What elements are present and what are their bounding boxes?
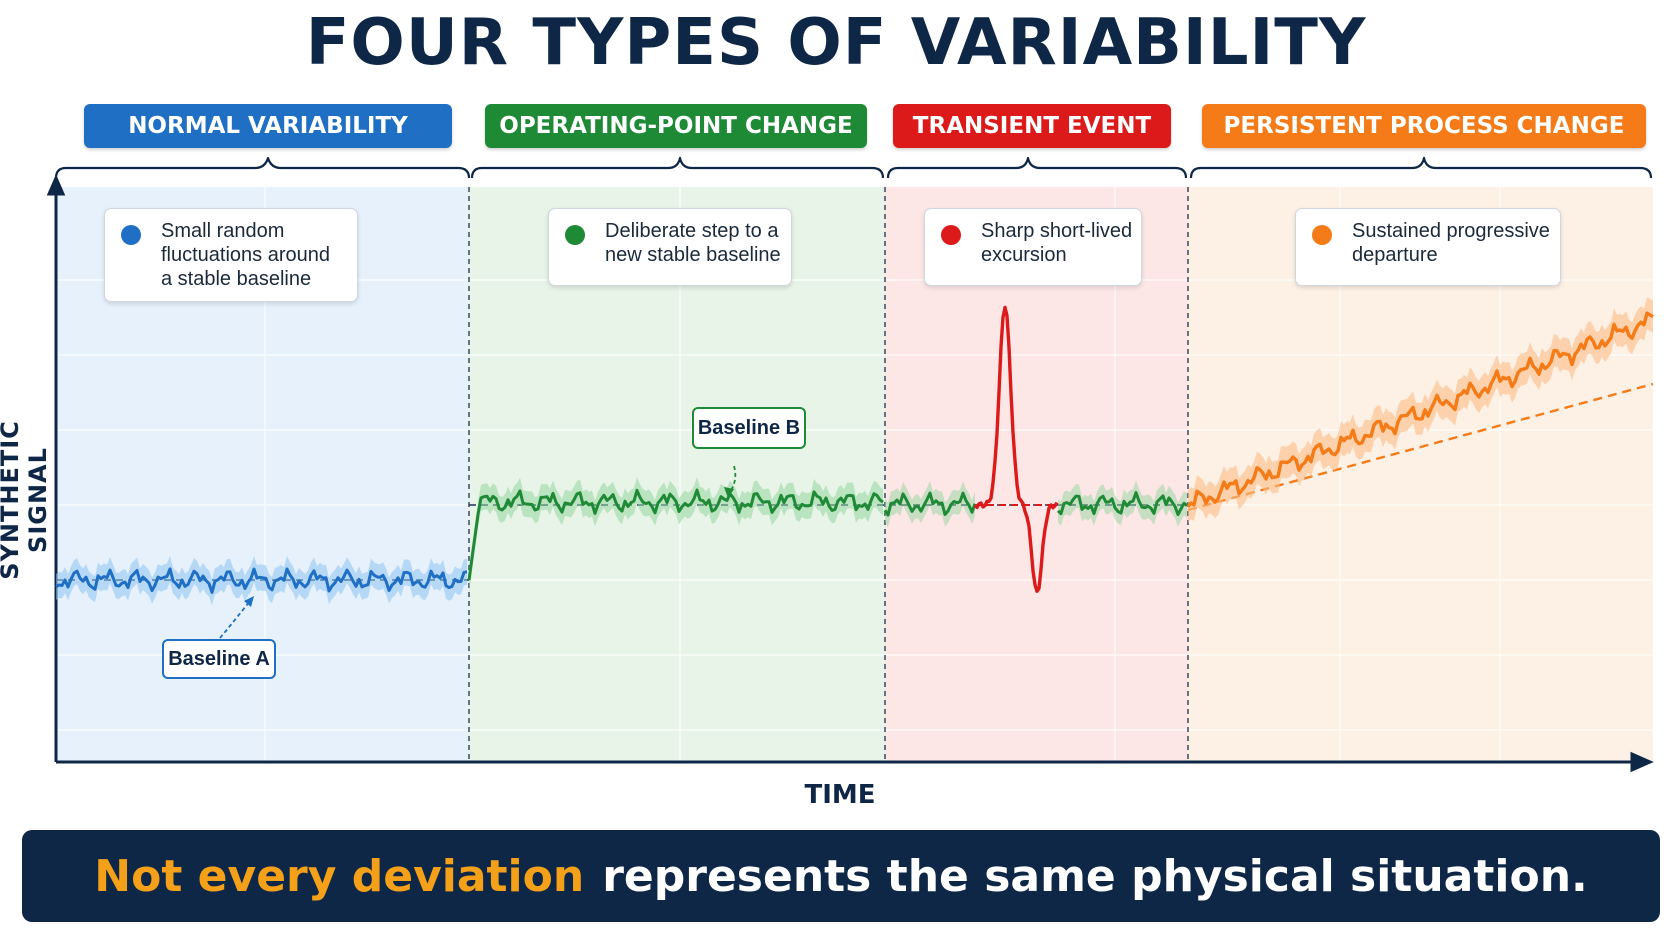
banner-highlight: Not every deviation: [94, 850, 585, 902]
y-axis-arrow: [46, 174, 66, 196]
band-normal: [56, 555, 467, 606]
callout-normal-line-3: a stable baseline: [161, 268, 312, 290]
callout-persistent-line-1: Sustained progressive: [1352, 220, 1550, 242]
callout-normal-line-2: fluctuations around: [161, 244, 331, 266]
axes: [46, 174, 1654, 773]
callout-operating-line-2: new stable baseline: [605, 244, 781, 266]
callout-operating-point: Deliberate step to a new stable baseline: [548, 208, 792, 286]
callout-transient-line-1: Sharp short-lived: [981, 220, 1133, 242]
band-persistent: [1188, 297, 1653, 523]
bracket-persistent: [1189, 156, 1653, 179]
band-transient: [885, 480, 1187, 528]
operating-marker-dot: [565, 225, 585, 245]
signal-trace-persistent: [1186, 311, 1654, 508]
transient-marker-dot: [941, 225, 961, 245]
conclusion-banner: Not every deviation represents the same …: [22, 830, 1660, 922]
callout-persistent-line-2: departure: [1352, 244, 1438, 266]
segment-brackets: [54, 156, 1653, 179]
baseline-b-label: Baseline B: [692, 407, 806, 449]
baseline-a-label: Baseline A: [162, 639, 276, 679]
baseline-a-pointer-head: [244, 596, 254, 607]
callout-transient: Sharp short-lived excursion: [924, 208, 1142, 286]
x-axis-label: TIME: [804, 780, 876, 810]
callout-normal-line-1: Small random: [161, 220, 285, 242]
persistent-marker-dot: [1312, 225, 1332, 245]
bracket-transient: [886, 156, 1188, 179]
callout-persistent: Sustained progressive departure: [1295, 208, 1561, 286]
y-axis-label: SYNTHETIC SIGNAL: [0, 420, 52, 580]
callout-operating-line-1: Deliberate step to a: [605, 220, 779, 242]
segment-header-persistent: PERSISTENT PROCESS CHANGE: [1202, 104, 1646, 148]
signal-trace-transient-spike: [973, 305, 1059, 593]
page-title: FOUR TYPES OF VARIABILITY: [305, 6, 1367, 80]
bracket-operating-point: [470, 156, 885, 179]
normal-marker-dot: [121, 225, 141, 245]
segment-header-operating-point: OPERATING-POINT CHANGE: [485, 104, 867, 148]
callout-transient-line-2: excursion: [981, 244, 1067, 266]
baseline-b-pointer-head: [724, 487, 734, 498]
segment-header-transient: TRANSIENT EVENT: [893, 104, 1171, 148]
segment-header-normal: NORMAL VARIABILITY: [84, 104, 452, 148]
signal-trace-operating-point: [467, 488, 884, 581]
x-axis-arrow: [1630, 751, 1654, 773]
signal-trace-transient-baseline: [883, 491, 1188, 517]
banner-rest: represents the same physical situation.: [602, 850, 1588, 902]
bracket-normal: [54, 156, 471, 179]
band-operating-point: [469, 477, 883, 593]
segment-dividers: [468, 187, 1189, 762]
callout-normal: Small random fluctuations around a stabl…: [104, 208, 358, 302]
signal-trace-normal: [55, 567, 468, 594]
baseline-a-pointer: [219, 600, 251, 639]
